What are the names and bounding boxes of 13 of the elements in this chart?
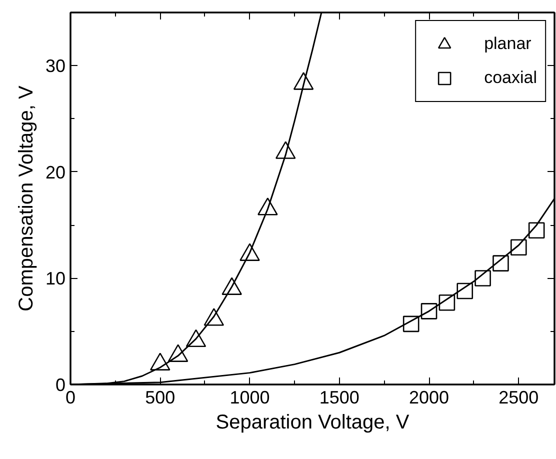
x-tick-label: 1500 [319, 388, 360, 408]
x-tick-label: 1000 [230, 388, 270, 408]
y-tick-label: 10 [45, 268, 66, 289]
y-tick-label: 30 [45, 56, 66, 76]
x-axis-title: Separation Voltage, V [216, 412, 410, 434]
x-tick-label: 2000 [408, 388, 450, 408]
x-tick-label: 2500 [498, 388, 539, 408]
x-tick-label: 500 [145, 388, 176, 408]
legend-label: planar [484, 34, 532, 54]
y-axis-title: Compensation Voltage, V [15, 84, 38, 312]
legend-label: coaxial [484, 68, 537, 88]
y-tick-label: 0 [55, 375, 66, 395]
y-tick-label: 20 [45, 162, 66, 182]
